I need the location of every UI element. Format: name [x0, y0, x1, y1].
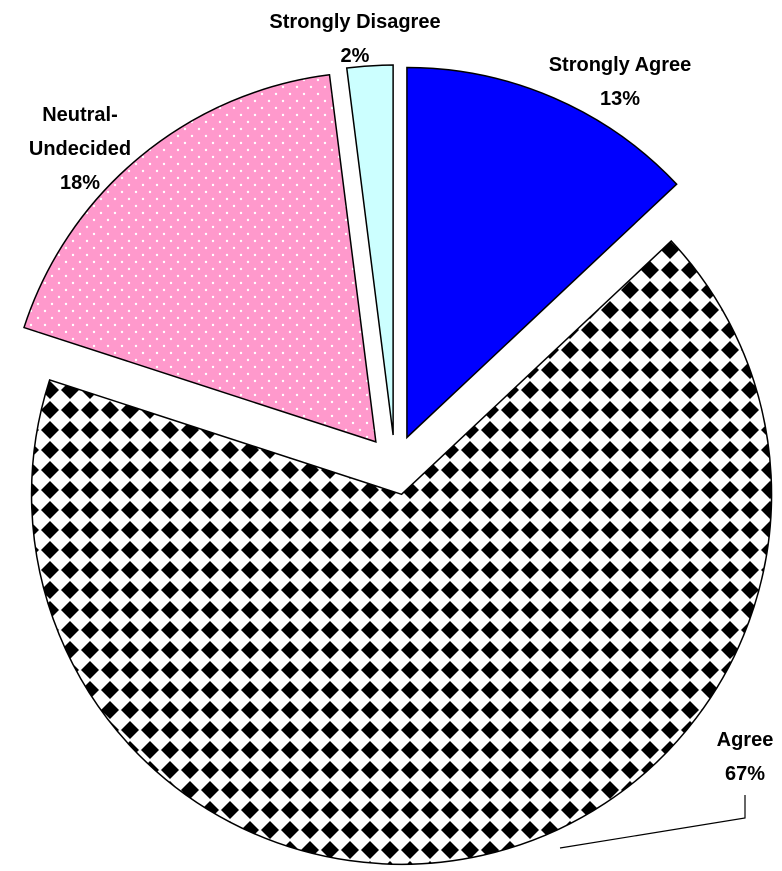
pie-slice: [23, 73, 377, 443]
pie-slice: [406, 66, 678, 440]
category-label: Agree: [716, 729, 774, 751]
leader-line: [559, 795, 746, 849]
value-label: 18%: [59, 172, 101, 194]
category-label: Strongly Disagree: [269, 11, 441, 33]
value-label: 67%: [724, 763, 766, 785]
pie-slice: [30, 239, 773, 866]
category-label: Neutral-Undecided: [28, 104, 132, 160]
value-label: 2%: [340, 45, 370, 67]
category-label: Strongly Agree: [548, 54, 692, 76]
pie-slice: [345, 64, 394, 436]
value-label: 13%: [599, 88, 641, 110]
